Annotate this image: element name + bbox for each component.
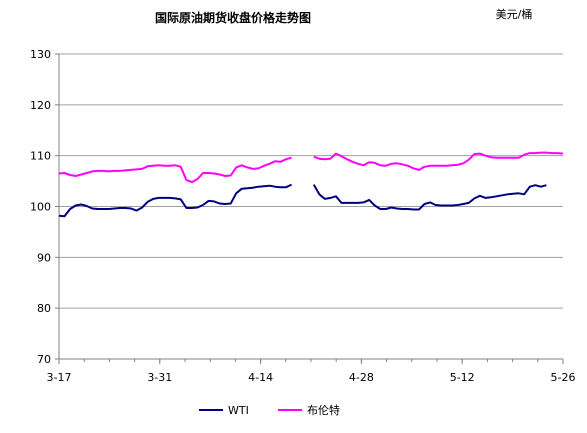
chart-title: 国际原油期货收盘价格走势图: [155, 10, 311, 25]
x-tick-label: 4-14: [248, 371, 273, 384]
x-tick-label: 5-12: [450, 371, 475, 384]
y-tick-label: 100: [30, 201, 51, 214]
series-lines: [58, 151, 564, 218]
series-line-wti: [58, 183, 293, 218]
x-tick-label: 4-28: [349, 371, 374, 384]
x-tick-label: 3-17: [47, 371, 72, 384]
y-tick-label: 70: [37, 353, 51, 366]
y-tick-label: 130: [30, 48, 51, 61]
series-line-brent: [58, 156, 292, 184]
legend-label: WTI: [228, 404, 249, 417]
x-tick-label: 3-31: [147, 371, 172, 384]
y-tick-label: 110: [30, 150, 51, 163]
y-tick-label: 80: [37, 302, 51, 315]
series-line-brent: [313, 151, 564, 171]
y-tick-label: 120: [30, 99, 51, 112]
unit-label: 美元/桶: [496, 7, 533, 21]
y-tick-label: 90: [37, 251, 51, 264]
y-axis: 130 120 110 100 90 80 70: [30, 48, 60, 366]
series-line-wti: [312, 184, 547, 211]
x-axis: 3-17 3-31 4-14 4-28 5-12 5-26: [47, 358, 576, 384]
x-tick-label: 5-26: [551, 371, 576, 384]
gridlines: [59, 53, 563, 309]
legend-label: 布伦特: [307, 403, 340, 417]
legend: WTI 布伦特: [199, 403, 340, 417]
